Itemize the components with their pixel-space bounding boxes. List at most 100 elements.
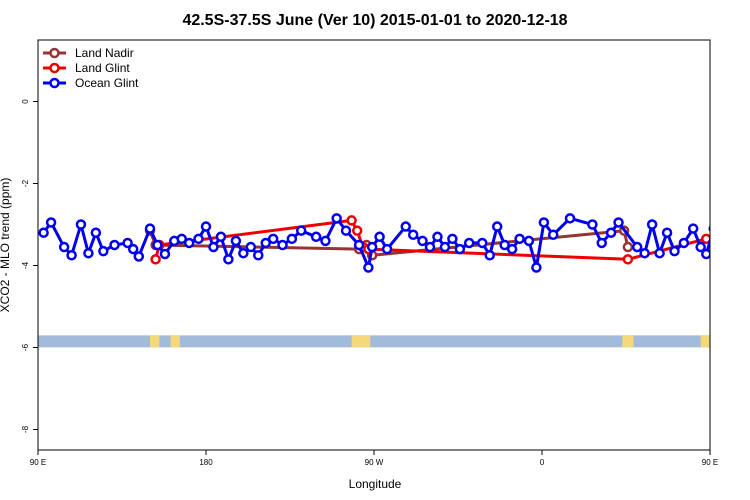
data-point bbox=[491, 221, 503, 232]
data-point bbox=[678, 237, 690, 249]
legend-item: Land Glint bbox=[43, 61, 130, 75]
y-tick-label: -2 bbox=[21, 179, 30, 187]
data-point bbox=[340, 225, 352, 236]
legend-marker bbox=[49, 62, 60, 74]
legend-label: Land Glint bbox=[75, 61, 130, 75]
data-point bbox=[439, 241, 451, 253]
data-point bbox=[366, 241, 378, 253]
data-point bbox=[127, 243, 139, 255]
data-point bbox=[159, 248, 171, 260]
legend-label: Land Nadir bbox=[75, 46, 134, 60]
data-point bbox=[45, 217, 57, 228]
data-point bbox=[295, 225, 307, 236]
data-point bbox=[701, 248, 710, 260]
data-point bbox=[98, 245, 109, 257]
data-point bbox=[144, 223, 156, 234]
data-point bbox=[596, 237, 607, 249]
data-point bbox=[208, 241, 219, 253]
x-tick-label: 90 E bbox=[30, 458, 46, 467]
y-axis-label: XCO2 - MLO trend (ppm) bbox=[0, 178, 12, 313]
data-point bbox=[223, 254, 234, 265]
data-point bbox=[646, 219, 658, 230]
data-point bbox=[133, 251, 145, 262]
data-point bbox=[730, 235, 738, 243]
data-point bbox=[238, 247, 249, 259]
data-point bbox=[215, 231, 227, 243]
chart-title: 42.5S-37.5S June (Ver 10) 2015-01-01 to … bbox=[182, 12, 567, 29]
y-tick-label: -8 bbox=[21, 425, 30, 433]
data-point bbox=[320, 235, 331, 247]
data-point bbox=[484, 250, 495, 261]
data-point bbox=[687, 223, 699, 234]
data-point bbox=[363, 262, 374, 273]
x-tick-label: 90 W bbox=[365, 458, 384, 467]
data-point bbox=[736, 237, 744, 245]
data-point bbox=[260, 237, 271, 249]
x-axis-label: Longitude bbox=[349, 477, 402, 491]
data-point bbox=[564, 213, 576, 224]
data-point bbox=[547, 229, 559, 240]
legend-marker bbox=[49, 47, 60, 59]
data-point bbox=[463, 237, 475, 249]
data-point bbox=[38, 227, 49, 238]
x-axis: 90 E 180 90 W 0 90 E bbox=[30, 450, 718, 467]
data-point bbox=[400, 221, 411, 232]
data-point bbox=[245, 241, 257, 253]
land-patch bbox=[622, 335, 634, 348]
data-point bbox=[499, 239, 510, 251]
data-point bbox=[669, 245, 680, 257]
legend-label: Ocean Glint bbox=[75, 76, 139, 90]
y-tick-label: 0 bbox=[21, 99, 30, 104]
data-point bbox=[346, 215, 357, 226]
data-point bbox=[230, 235, 242, 247]
data-point bbox=[447, 233, 458, 245]
y-tick-label: -6 bbox=[21, 343, 30, 351]
data-point bbox=[407, 229, 419, 240]
data-point bbox=[331, 213, 342, 224]
data-point bbox=[200, 221, 212, 232]
data-point bbox=[432, 231, 443, 243]
land-ocean-strip bbox=[38, 335, 710, 348]
data-point bbox=[286, 233, 298, 245]
land-patch bbox=[150, 335, 160, 348]
data-point bbox=[183, 237, 195, 249]
data-point bbox=[58, 241, 70, 253]
legend-item: Land Nadir bbox=[43, 46, 134, 60]
data-point bbox=[277, 239, 288, 251]
x-tick-label: 180 bbox=[199, 458, 213, 467]
land-patch bbox=[170, 335, 180, 348]
data-point bbox=[150, 254, 161, 265]
data-point bbox=[90, 227, 102, 238]
legend-marker bbox=[49, 77, 60, 89]
data-point bbox=[353, 239, 365, 251]
y-axis: 0 -2 -4 -6 -8 bbox=[21, 99, 38, 433]
data-point bbox=[75, 219, 87, 230]
data-point bbox=[424, 241, 436, 253]
data-point bbox=[122, 237, 133, 249]
data-point bbox=[531, 262, 542, 273]
data-point bbox=[109, 239, 120, 251]
data-point bbox=[717, 239, 725, 247]
data-point bbox=[523, 235, 535, 247]
data-point bbox=[176, 233, 187, 245]
data-point bbox=[725, 247, 733, 255]
data-point bbox=[351, 225, 363, 236]
series-land-nadir bbox=[144, 225, 634, 261]
data-point bbox=[454, 243, 466, 255]
data-point bbox=[374, 231, 385, 243]
data-point bbox=[587, 219, 598, 230]
data-point bbox=[506, 243, 518, 255]
x-tick-label: 90 E bbox=[702, 458, 718, 467]
data-point bbox=[605, 227, 617, 238]
data-point bbox=[66, 250, 77, 261]
data-point bbox=[477, 237, 488, 249]
data-point bbox=[514, 233, 525, 245]
data-point bbox=[253, 250, 264, 261]
data-point bbox=[622, 254, 634, 265]
data-point bbox=[661, 227, 673, 238]
x-tick-label: 0 bbox=[540, 458, 545, 467]
data-point bbox=[622, 241, 634, 253]
series-ocean-glint bbox=[38, 213, 744, 273]
data-point bbox=[83, 247, 94, 259]
